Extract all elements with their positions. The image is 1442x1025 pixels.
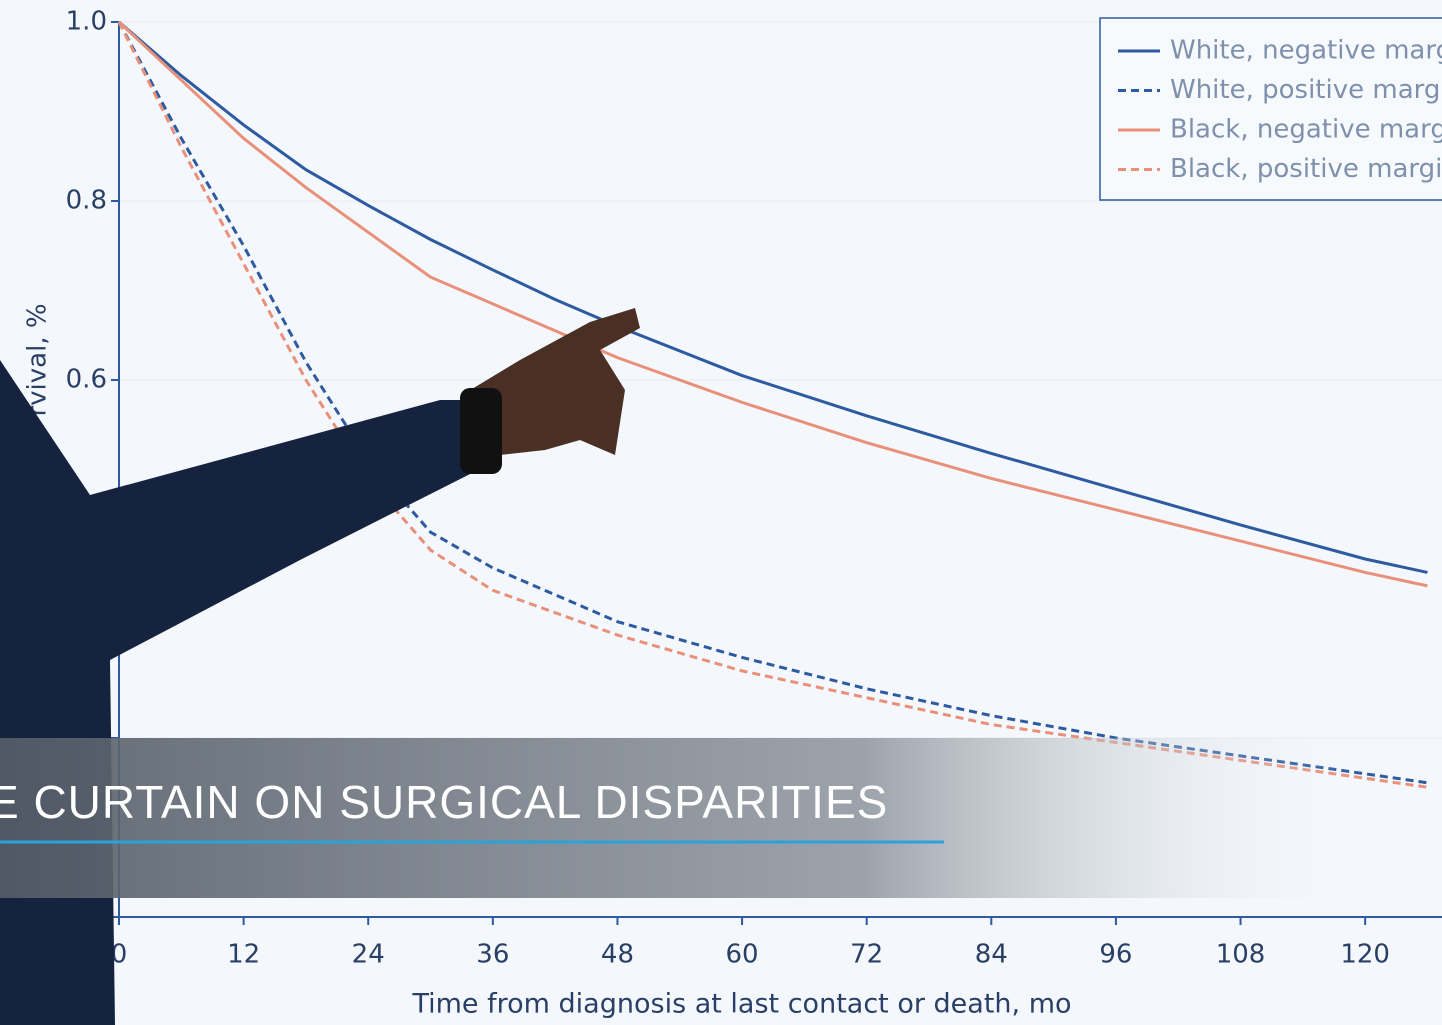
x-tick-label: 48 xyxy=(601,940,634,970)
x-axis-label: Time from diagnosis at last contact or d… xyxy=(411,989,1071,1020)
banner-title: E CURTAIN ON SURGICAL DISPARITIES xyxy=(0,776,888,828)
x-tick-label: 0 xyxy=(111,940,128,970)
x-tick-label: 84 xyxy=(975,940,1008,970)
legend-label: Black, positive margi xyxy=(1170,154,1442,184)
x-tick-label: 60 xyxy=(726,940,759,970)
y-tick-label: 1.0 xyxy=(66,7,107,37)
legend-label: Black, negative margi xyxy=(1170,115,1442,145)
person-arm xyxy=(0,360,478,1025)
legend-label: White, negative marg xyxy=(1170,36,1442,66)
x-tick-label: 120 xyxy=(1340,940,1390,970)
hand xyxy=(462,308,640,455)
x-tick-label: 72 xyxy=(850,940,883,970)
x-tick-label: 24 xyxy=(352,940,385,970)
series-line xyxy=(118,20,1428,574)
x-tick-label: 96 xyxy=(1099,940,1132,970)
x-tick-label: 108 xyxy=(1216,940,1266,970)
x-tick-label: 12 xyxy=(227,940,260,970)
y-axis-label: rvival, % xyxy=(23,303,53,416)
watch xyxy=(460,388,502,474)
y-tick-label: 0.6 xyxy=(66,365,107,395)
x-tick-label: 36 xyxy=(476,940,509,970)
banner xyxy=(0,738,1442,898)
y-tick-label: 0.8 xyxy=(66,186,107,216)
legend-label: White, positive margi xyxy=(1170,75,1442,105)
